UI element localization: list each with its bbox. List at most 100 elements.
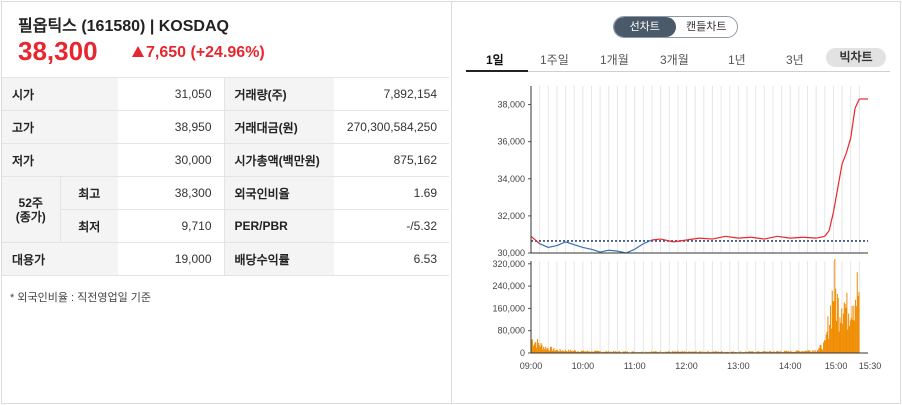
volume-bar <box>766 351 768 353</box>
volume-bar <box>553 347 555 353</box>
volume-bar <box>536 347 538 353</box>
tab-1month[interactable]: 1개월 <box>600 53 629 67</box>
volume-bar <box>610 351 612 353</box>
tab-3months[interactable]: 3개월 <box>660 53 689 67</box>
volume-bar <box>613 350 615 353</box>
tab-1day[interactable]: 1일 <box>486 53 504 67</box>
volume-bar <box>578 351 580 353</box>
volume-bar <box>845 307 847 353</box>
volume-bar <box>690 351 692 353</box>
volume-bar <box>756 351 758 353</box>
tab-1year[interactable]: 1년 <box>728 53 746 67</box>
volume-bar <box>768 351 770 353</box>
volume-bar <box>831 290 833 353</box>
volume-bar <box>823 340 825 353</box>
price-line-segment <box>591 248 601 253</box>
volume-bar <box>777 351 779 353</box>
price-line-segment <box>841 152 847 165</box>
volume-bar <box>854 320 856 353</box>
volume-bar <box>574 350 576 353</box>
price-tick-label: 38,000 <box>497 100 525 110</box>
table-row: 대용가 19,000 배당수익률 6.53 <box>2 242 449 276</box>
volume-bar <box>613 351 615 353</box>
volume-bar <box>581 350 583 353</box>
volume-tick-label: 320,000 <box>492 259 525 269</box>
footnote: * 외국인비율 : 직전영업일 기준 <box>10 292 152 304</box>
time-tick-label: 15:30 <box>859 361 882 371</box>
candle-chart-button[interactable]: 캔들차트 <box>686 21 727 33</box>
intraday-chart: 38,000 36,000 34,000 32,000 30,000 320,000 24… <box>492 86 882 371</box>
volume-bar <box>769 350 771 353</box>
volume-bar <box>570 350 572 353</box>
market-cap-label: 시가총액(백만원) <box>223 143 334 177</box>
volume-bar <box>713 351 715 353</box>
volume-bar <box>594 350 596 353</box>
volume-bar <box>829 305 831 353</box>
volume-bar <box>567 351 569 353</box>
volume-bar <box>641 351 643 353</box>
volume-bar <box>688 351 690 353</box>
price-line-segment <box>845 137 852 153</box>
volume-bar <box>853 305 855 353</box>
low-value: 30,000 <box>118 143 225 177</box>
volume-bar <box>600 351 602 353</box>
volume-bar <box>667 351 669 353</box>
volume-bar <box>562 351 564 353</box>
tab-1week[interactable]: 1주일 <box>540 53 569 67</box>
volume-bar <box>775 351 777 353</box>
volume-bar <box>602 351 604 353</box>
volume-bar <box>557 351 559 353</box>
volume-bar <box>843 302 845 353</box>
foreign-ratio-value: 1.69 <box>334 176 449 210</box>
volume-bar <box>565 351 567 353</box>
volume-bar <box>717 351 719 353</box>
price-line-segment <box>764 235 778 240</box>
volume-bar <box>599 351 601 353</box>
volume-bar <box>816 351 818 353</box>
volume-bar <box>616 351 618 353</box>
volume-bar <box>670 351 672 353</box>
volume-bar <box>561 351 563 353</box>
volume-bar <box>533 344 535 353</box>
volume-bar <box>559 348 561 353</box>
volume-bar <box>606 351 608 353</box>
volume-bar <box>683 351 685 353</box>
volume-bar <box>846 292 848 353</box>
price-line-segment <box>634 243 644 250</box>
volume-bar <box>683 351 685 353</box>
volume-bar <box>750 351 752 353</box>
volume-bar <box>656 351 658 353</box>
per-pbr-value: -/5.32 <box>334 209 449 243</box>
volume-bar <box>753 351 755 353</box>
volume-bar <box>811 350 813 353</box>
big-chart-button[interactable]: 빅차트 <box>826 48 886 67</box>
volume-bar <box>842 313 844 353</box>
volume-bar <box>801 351 803 353</box>
volume-bar <box>549 350 551 353</box>
line-chart-button[interactable]: 선차트 <box>614 17 676 37</box>
volume-bar <box>556 349 558 353</box>
volume-bar <box>563 351 565 353</box>
volume-bar <box>605 351 607 353</box>
volume-bar <box>539 346 541 353</box>
substitute-price-value: 19,000 <box>118 242 225 276</box>
volume-bar <box>796 350 798 353</box>
price-line-segment <box>828 212 835 231</box>
volume-bar <box>830 328 832 353</box>
tab-3years[interactable]: 3년 <box>786 53 804 67</box>
volume-bar <box>715 351 717 353</box>
volume-bar <box>648 351 650 353</box>
volume-bar <box>649 351 651 353</box>
open-value: 31,050 <box>118 77 225 111</box>
price-line-segment <box>673 239 687 243</box>
price-line-segment <box>651 238 661 241</box>
volume-bar <box>615 351 617 353</box>
volume-bar <box>762 351 764 353</box>
volume-bar <box>730 351 732 353</box>
volume-bar <box>806 351 808 353</box>
volume-bar <box>770 351 772 353</box>
volume-bar <box>537 339 539 353</box>
volume-bar <box>537 342 539 353</box>
volume-bar <box>560 350 562 353</box>
volume-bar <box>827 316 829 353</box>
